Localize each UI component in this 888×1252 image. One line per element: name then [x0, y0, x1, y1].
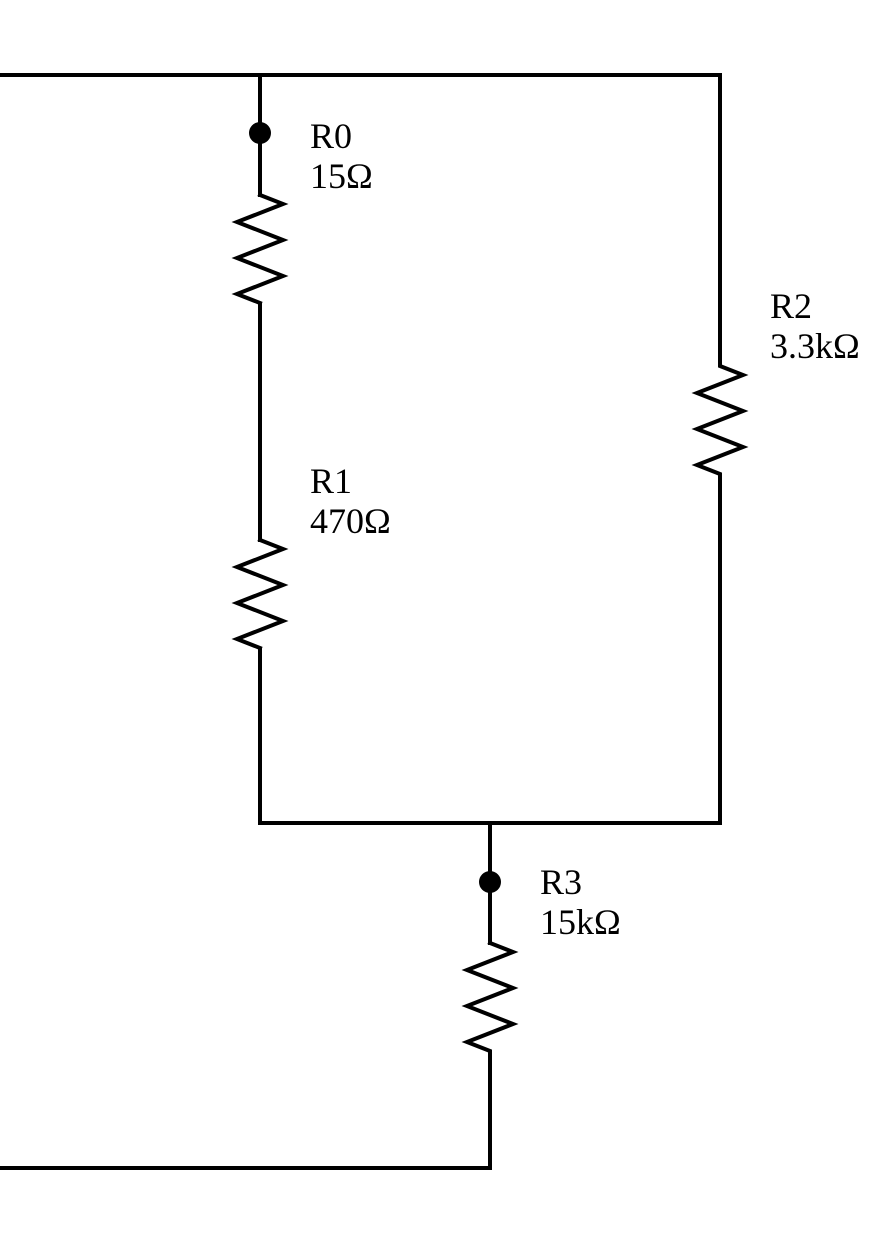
wire-bottom — [0, 1055, 490, 1168]
label-r2-name: R2 — [770, 286, 812, 326]
label-r0-name: R0 — [310, 116, 352, 156]
label-r1: R1 470Ω — [310, 461, 391, 541]
resistor-r1 — [237, 540, 283, 648]
label-r2: R2 3.3kΩ — [770, 286, 860, 366]
junction-node-r3 — [479, 871, 501, 893]
label-r3-value: 15kΩ — [540, 902, 621, 942]
junction-node-r0 — [249, 122, 271, 144]
label-r0-value: 15Ω — [310, 156, 373, 196]
resistor-r2 — [697, 310, 743, 478]
label-r1-value: 470Ω — [310, 501, 391, 541]
label-r0: R0 15Ω — [310, 116, 373, 196]
label-r3: R3 15kΩ — [540, 862, 621, 942]
label-r1-name: R1 — [310, 461, 352, 501]
resistor-r3 — [467, 943, 513, 1055]
label-r3-name: R3 — [540, 862, 582, 902]
resistor-r0 — [237, 195, 283, 303]
label-r2-value: 3.3kΩ — [770, 326, 860, 366]
wires — [0, 75, 720, 1168]
